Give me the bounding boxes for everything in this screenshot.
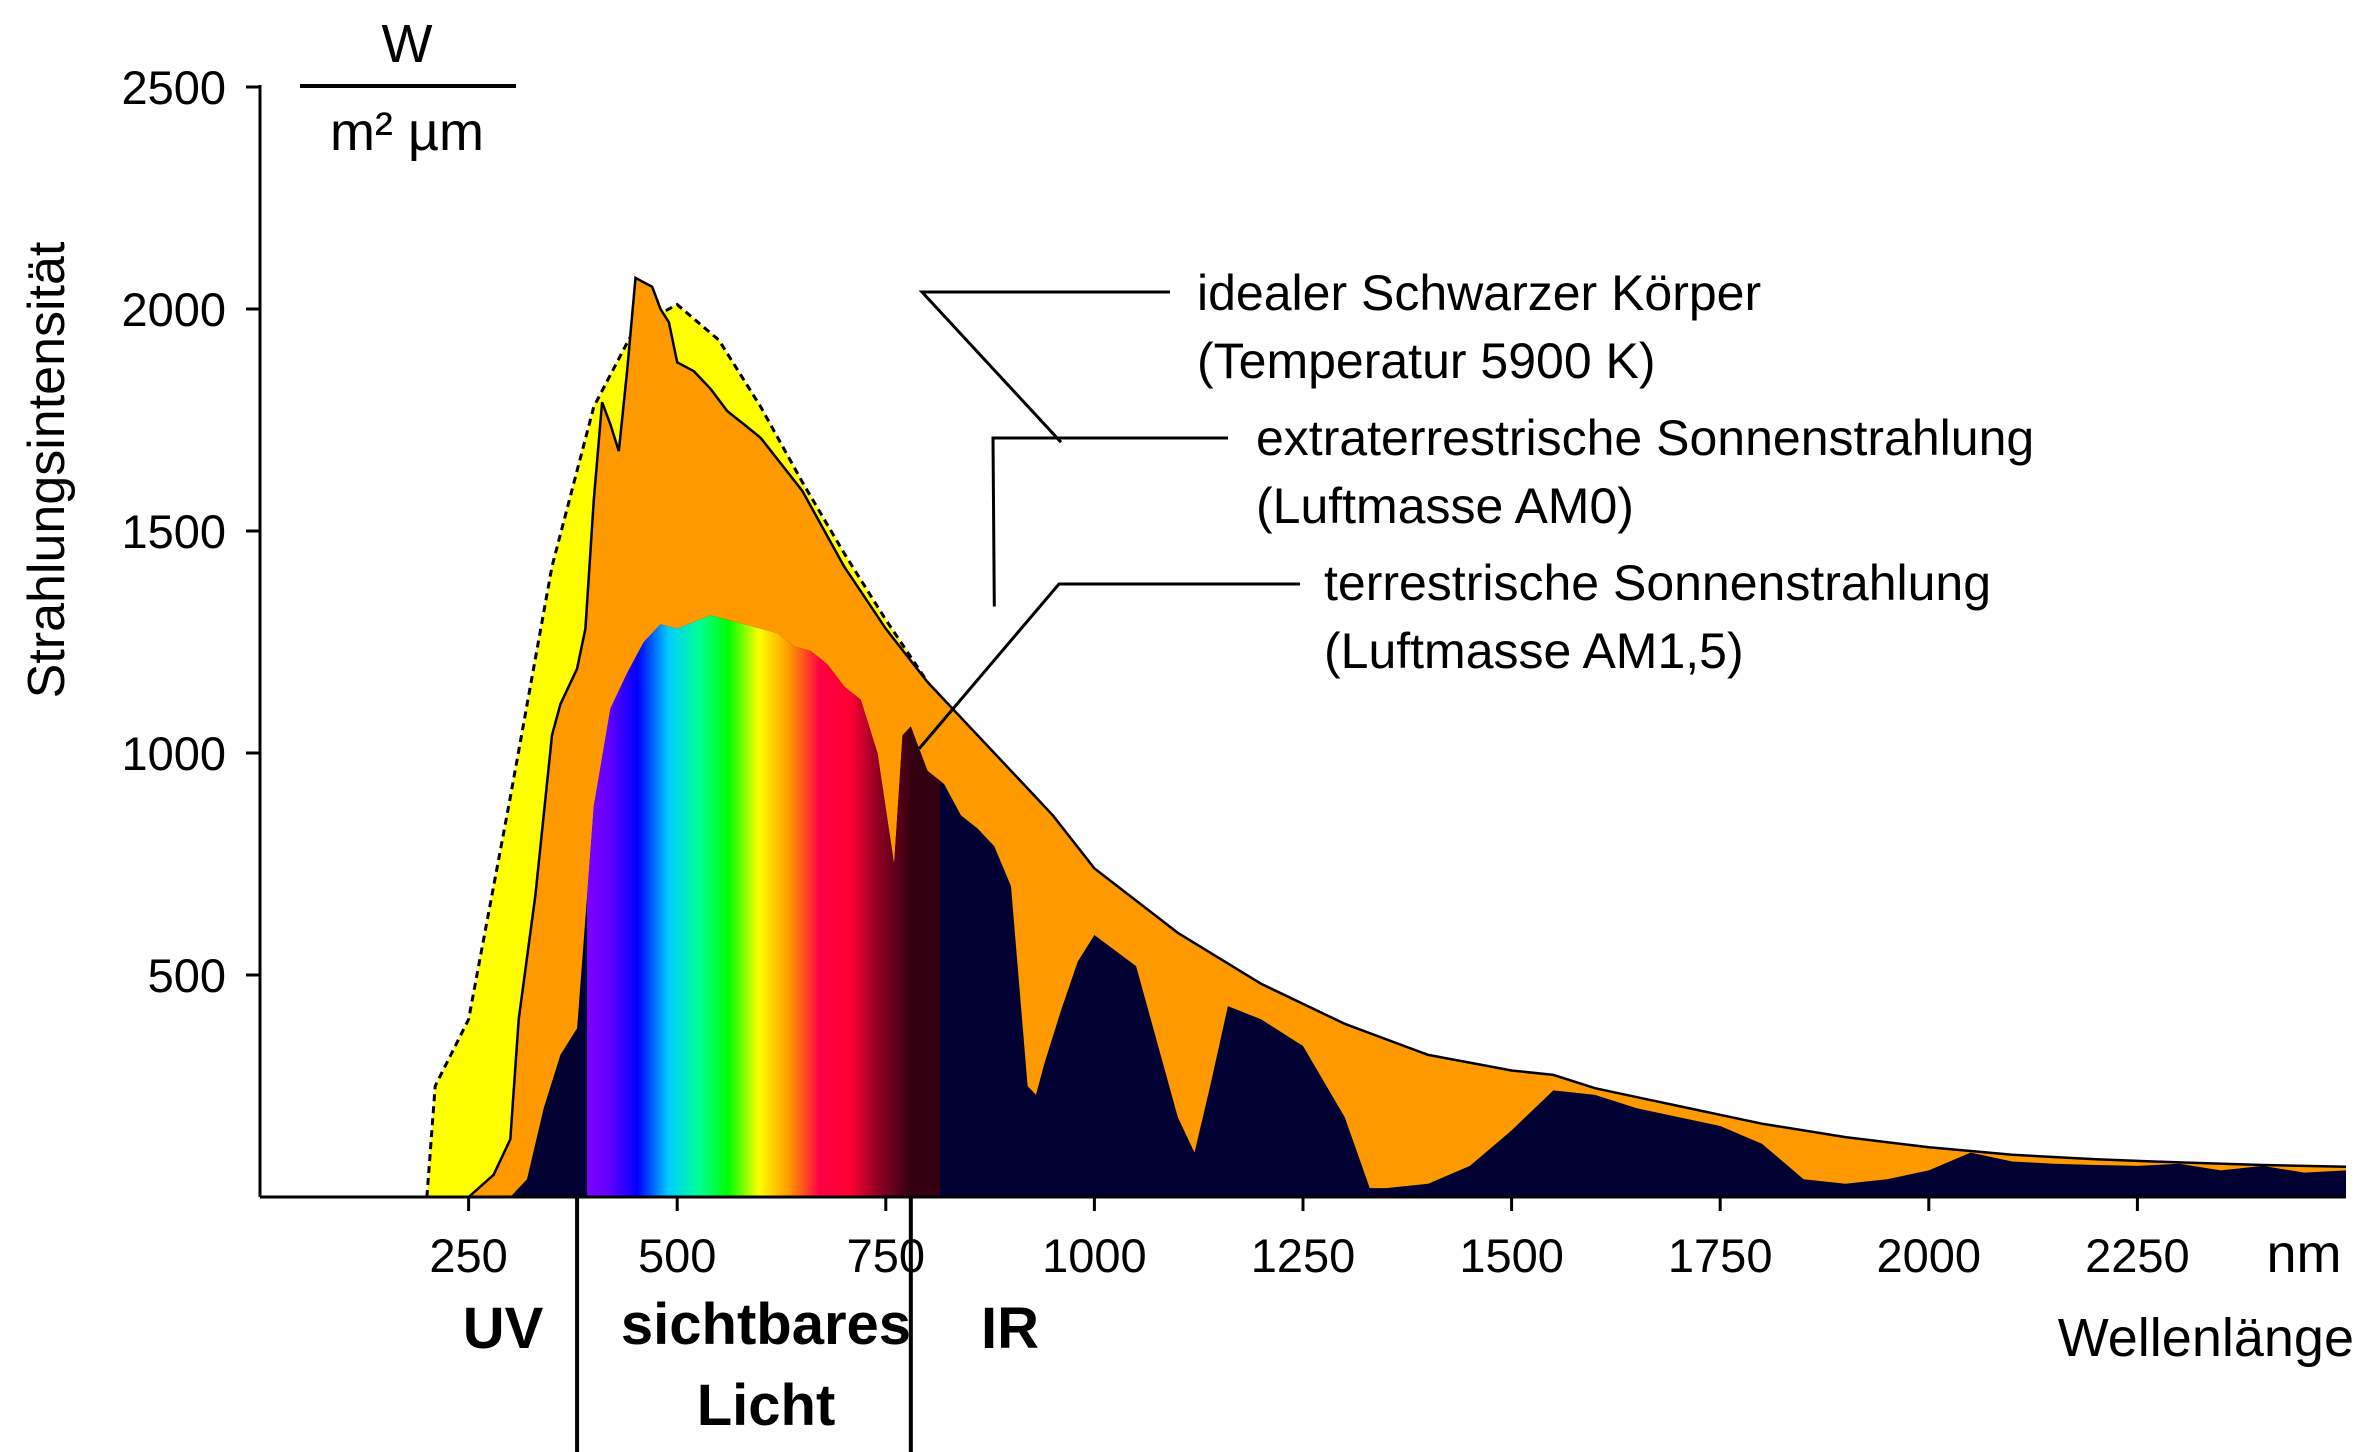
y-unit-denominator: m² µm — [330, 102, 484, 162]
y-tick-label: 2000 — [121, 283, 226, 336]
y-tick-label: 1000 — [121, 727, 226, 780]
series-blackbody-line — [425, 302, 1096, 1198]
annotation-am0: extraterrestrische Sonnenstrahlung (Luft… — [991, 410, 2034, 607]
annotation-am0-line2: (Luftmasse AM0) — [1256, 478, 1634, 534]
annotation-am0-leader — [991, 436, 1228, 607]
x-tick-label: 250 — [429, 1229, 507, 1282]
region-label-visible-line2: Licht — [697, 1373, 836, 1438]
x-tick-label: 1500 — [1459, 1229, 1564, 1282]
region-dividers — [575, 1197, 913, 1452]
annotation-blackbody-line1: idealer Schwarzer Körper — [1197, 265, 1761, 321]
series-am0-line — [467, 275, 2347, 1198]
x-tick-label: 2250 — [2085, 1229, 2190, 1282]
annotation-am0-line1: extraterrestrische Sonnenstrahlung — [1256, 410, 2034, 466]
x-tick-label: 1250 — [1251, 1229, 1356, 1282]
region-labels: UV sichtbares Licht IR — [463, 1292, 1039, 1438]
series-am15-area — [510, 615, 2346, 1197]
x-tick-label: 2000 — [1877, 1229, 1982, 1282]
y-unit-numerator: W — [382, 14, 433, 74]
y-tick-label: 2500 — [121, 61, 226, 114]
region-label-visible-line1: sichtbares — [621, 1292, 911, 1357]
annotation-am15-leader — [918, 582, 1300, 750]
annotation-blackbody-leader — [918, 290, 1170, 444]
y-unit: W m² µm — [300, 14, 516, 162]
annotation-blackbody-line2: (Temperatur 5900 K) — [1197, 333, 1656, 389]
axis-ticks: 250 500 750 1000 1250 1500 1750 2000 2250 500 1000… — [121, 61, 2189, 1282]
series-am15-visible-spectrum — [587, 615, 941, 1197]
x-tick-label: 1000 — [1042, 1229, 1147, 1282]
region-label-ir: IR — [981, 1296, 1039, 1361]
y-axis-label: Strahlungsintensität — [18, 241, 76, 698]
spectrum-areas — [425, 275, 2347, 1198]
annotation-am15-line1: terrestrische Sonnenstrahlung — [1324, 555, 1991, 611]
region-label-uv: UV — [463, 1296, 544, 1361]
annotation-blackbody: idealer Schwarzer Körper (Temperatur 590… — [918, 265, 1761, 444]
y-tick-label: 500 — [148, 949, 226, 1002]
x-axis-label: Wellenlänge — [2058, 1308, 2354, 1368]
x-tick-label: 1750 — [1668, 1229, 1773, 1282]
annotation-am15-line2: (Luftmasse AM1,5) — [1324, 623, 1744, 679]
y-tick-label: 1500 — [121, 505, 226, 558]
x-axis-unit: nm — [2266, 1224, 2341, 1284]
x-tick-label: 750 — [847, 1229, 925, 1282]
annotation-am15: terrestrische Sonnenstrahlung (Luftmasse… — [918, 555, 1991, 750]
x-tick-label: 500 — [638, 1229, 716, 1282]
